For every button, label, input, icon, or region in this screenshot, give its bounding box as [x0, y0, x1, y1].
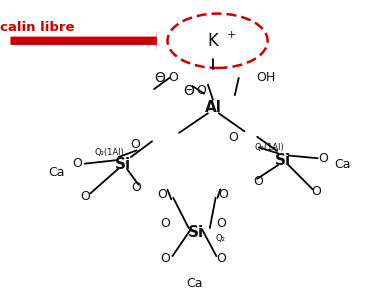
Text: O: O — [72, 156, 82, 170]
Text: Si: Si — [115, 157, 131, 172]
Text: O: O — [228, 131, 238, 144]
Text: O: O — [218, 188, 228, 201]
Text: O: O — [318, 152, 328, 165]
Text: Ca: Ca — [49, 165, 65, 179]
Text: Al: Al — [204, 100, 221, 115]
Text: Si: Si — [188, 225, 204, 240]
Text: Si: Si — [275, 153, 291, 168]
Text: calin libre: calin libre — [0, 21, 75, 34]
Text: Q₂(1Al): Q₂(1Al) — [254, 143, 285, 153]
Text: O: O — [168, 71, 178, 85]
Text: Q₂: Q₂ — [216, 234, 226, 243]
Text: K: K — [208, 32, 218, 50]
Text: +: + — [226, 30, 236, 40]
Text: O: O — [216, 217, 226, 230]
Text: Ca: Ca — [186, 277, 203, 291]
Text: O: O — [161, 217, 171, 230]
Text: O: O — [161, 252, 171, 265]
Text: O: O — [216, 252, 226, 265]
Text: O: O — [253, 175, 263, 188]
Text: O: O — [196, 84, 206, 97]
Text: O: O — [80, 190, 90, 203]
Text: O: O — [132, 181, 142, 194]
Text: O: O — [157, 188, 167, 201]
Text: OH: OH — [256, 71, 275, 85]
Text: Θ: Θ — [183, 84, 194, 98]
Text: Q₂(1Al): Q₂(1Al) — [95, 148, 125, 157]
Text: O: O — [130, 138, 140, 152]
Text: O: O — [311, 185, 321, 198]
Text: Ca: Ca — [335, 158, 351, 171]
Text: Θ: Θ — [154, 71, 165, 85]
